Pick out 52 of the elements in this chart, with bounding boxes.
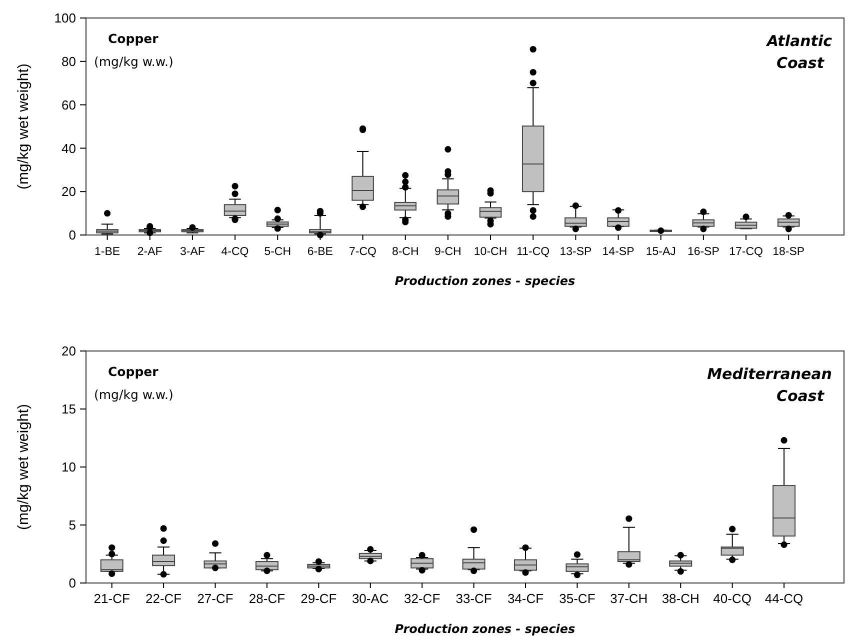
x-tick-label: 18-SP bbox=[772, 246, 805, 258]
x-tick-label: 3-AF bbox=[180, 246, 205, 258]
x-tick-label: 21-CF bbox=[94, 591, 130, 606]
x-tick-label: 34-CF bbox=[507, 591, 544, 606]
x-tick-label: 44-CQ bbox=[764, 591, 804, 606]
x-axis-title: Production zones - species bbox=[394, 274, 576, 288]
y-tick-label: 0 bbox=[68, 228, 76, 243]
x-tick-label: 22-CF bbox=[145, 591, 182, 606]
y-tick-label: 100 bbox=[54, 10, 76, 26]
x-tick-label: 37-CH bbox=[610, 591, 648, 606]
x-tick-label: 40-CQ bbox=[713, 591, 752, 606]
y-axis-title: (mg/kg wet weight) bbox=[15, 64, 32, 190]
x-tick-label: 6-BE bbox=[307, 246, 334, 258]
x-tick-label: 28-CF bbox=[248, 591, 286, 606]
annotation: (mg/kg w.w.) bbox=[94, 387, 174, 402]
x-tick-label: 8-CH bbox=[392, 246, 419, 258]
x-tick-label: 27-CF bbox=[197, 591, 234, 606]
annotation: Copper bbox=[108, 364, 160, 379]
x-tick-label: 35-CF bbox=[559, 591, 596, 606]
y-tick-label: 80 bbox=[62, 54, 76, 69]
x-tick-label: 16-SP bbox=[687, 246, 720, 258]
y-tick-label: 40 bbox=[62, 140, 76, 156]
y-tick-label: 20 bbox=[62, 184, 76, 200]
annotation: (mg/kg w.w.) bbox=[94, 54, 174, 69]
x-tick-label: 17-CQ bbox=[729, 246, 764, 258]
y-tick-label: 20 bbox=[62, 344, 76, 359]
x-tick-label: 2-AF bbox=[137, 246, 162, 258]
y-axis-title: (mg/kg wet weight) bbox=[15, 404, 32, 530]
x-tick-label: 7-CQ bbox=[349, 246, 377, 258]
x-tick-label: 38-CH bbox=[662, 591, 700, 606]
annotation: Mediterranean Coast bbox=[707, 365, 832, 405]
x-tick-label: 33-CF bbox=[456, 591, 492, 606]
y-tick-label: 5 bbox=[68, 518, 76, 533]
x-tick-label: 30-AC bbox=[352, 591, 389, 606]
y-tick-label: 15 bbox=[62, 402, 76, 417]
y-tick-label: 0 bbox=[68, 576, 76, 591]
x-tick-label: 15-AJ bbox=[646, 246, 676, 258]
x-tick-label: 9-CH bbox=[434, 246, 462, 258]
y-tick-label: 10 bbox=[62, 460, 76, 475]
x-tick-label: 5-CH bbox=[264, 246, 292, 258]
annotation: Atlantic Coast bbox=[766, 32, 832, 72]
x-axis-title: Production zones - species bbox=[394, 622, 576, 636]
x-tick-label: 11-CQ bbox=[516, 246, 550, 258]
x-tick-label: 1-BE bbox=[94, 246, 120, 258]
x-tick-label: 13-SP bbox=[560, 246, 592, 258]
x-tick-label: 4-CQ bbox=[221, 246, 249, 258]
annotation: Copper bbox=[108, 31, 160, 46]
x-tick-label: 32-CF bbox=[404, 591, 440, 606]
x-tick-label: 10-CH bbox=[474, 246, 508, 258]
y-tick-label: 60 bbox=[62, 97, 76, 112]
x-tick-label: 14-SP bbox=[602, 246, 635, 258]
x-tick-label: 29-CF bbox=[300, 591, 337, 606]
